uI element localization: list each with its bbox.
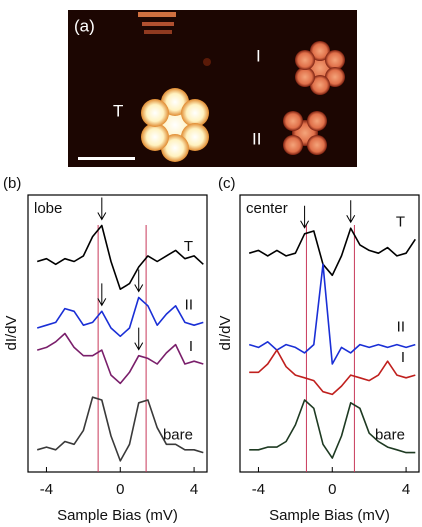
series-label: I: [401, 349, 405, 366]
plot-frame: [239, 194, 420, 473]
x-tick-label: -4: [252, 481, 265, 498]
x-tick-label: 0: [116, 481, 124, 498]
molecule-ii: [283, 111, 327, 155]
molecule-i: [295, 41, 345, 95]
x-axis-label: Sample Bias (mV): [57, 507, 178, 524]
corner-label: center: [246, 200, 288, 217]
series-line: [36, 332, 204, 385]
series-line: [36, 396, 204, 462]
series-label: II: [185, 296, 193, 313]
series-line: [249, 349, 416, 396]
series-label: I: [189, 338, 193, 355]
series-line: [248, 263, 416, 365]
blob: [144, 30, 172, 34]
image-label: II: [252, 129, 261, 148]
x-tick-label: -4: [40, 481, 53, 498]
series-label: II: [397, 319, 405, 336]
image-label: I: [256, 46, 261, 65]
series-line: [248, 227, 416, 277]
blob: [142, 22, 174, 26]
arrow: [97, 283, 107, 307]
y-axis-label: dI/dV: [3, 315, 20, 350]
series-line: [249, 399, 416, 459]
x-tick-label: 4: [190, 481, 198, 498]
arrow: [300, 205, 310, 229]
arrow: [97, 197, 107, 221]
stm-image: (a) T I II: [68, 10, 357, 167]
molecule-t: [141, 88, 209, 162]
series-label: bare: [163, 427, 193, 444]
arrow: [134, 327, 144, 351]
y-axis-label: dI/dV: [217, 315, 234, 350]
blob: [138, 12, 176, 17]
series-line: [36, 296, 204, 338]
panel-label: (c): [218, 175, 236, 192]
x-tick-label: 0: [328, 481, 336, 498]
panel-label: (a): [74, 16, 95, 35]
x-tick-label: 4: [402, 481, 410, 498]
image-label: T: [113, 101, 123, 120]
scale-bar: [78, 157, 135, 160]
corner-label: lobe: [34, 200, 62, 217]
plot-frame: [27, 194, 208, 473]
arrow: [134, 269, 144, 293]
blob: [203, 58, 211, 66]
series-line: [36, 224, 204, 291]
series-label: T: [184, 238, 193, 255]
panel-label: (b): [3, 175, 21, 192]
arrow: [346, 200, 356, 224]
series-label: bare: [375, 427, 405, 444]
x-axis-label: Sample Bias (mV): [269, 507, 390, 524]
series-label: T: [396, 213, 405, 230]
